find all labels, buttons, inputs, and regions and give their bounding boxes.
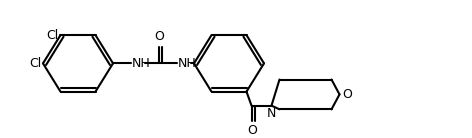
Text: Cl: Cl [29, 57, 41, 70]
Text: NH: NH [178, 57, 197, 70]
Text: Cl: Cl [46, 29, 59, 42]
Text: O: O [343, 88, 353, 101]
Text: NH: NH [132, 57, 151, 70]
Text: O: O [247, 124, 257, 137]
Text: O: O [154, 30, 164, 43]
Text: N: N [267, 108, 276, 120]
